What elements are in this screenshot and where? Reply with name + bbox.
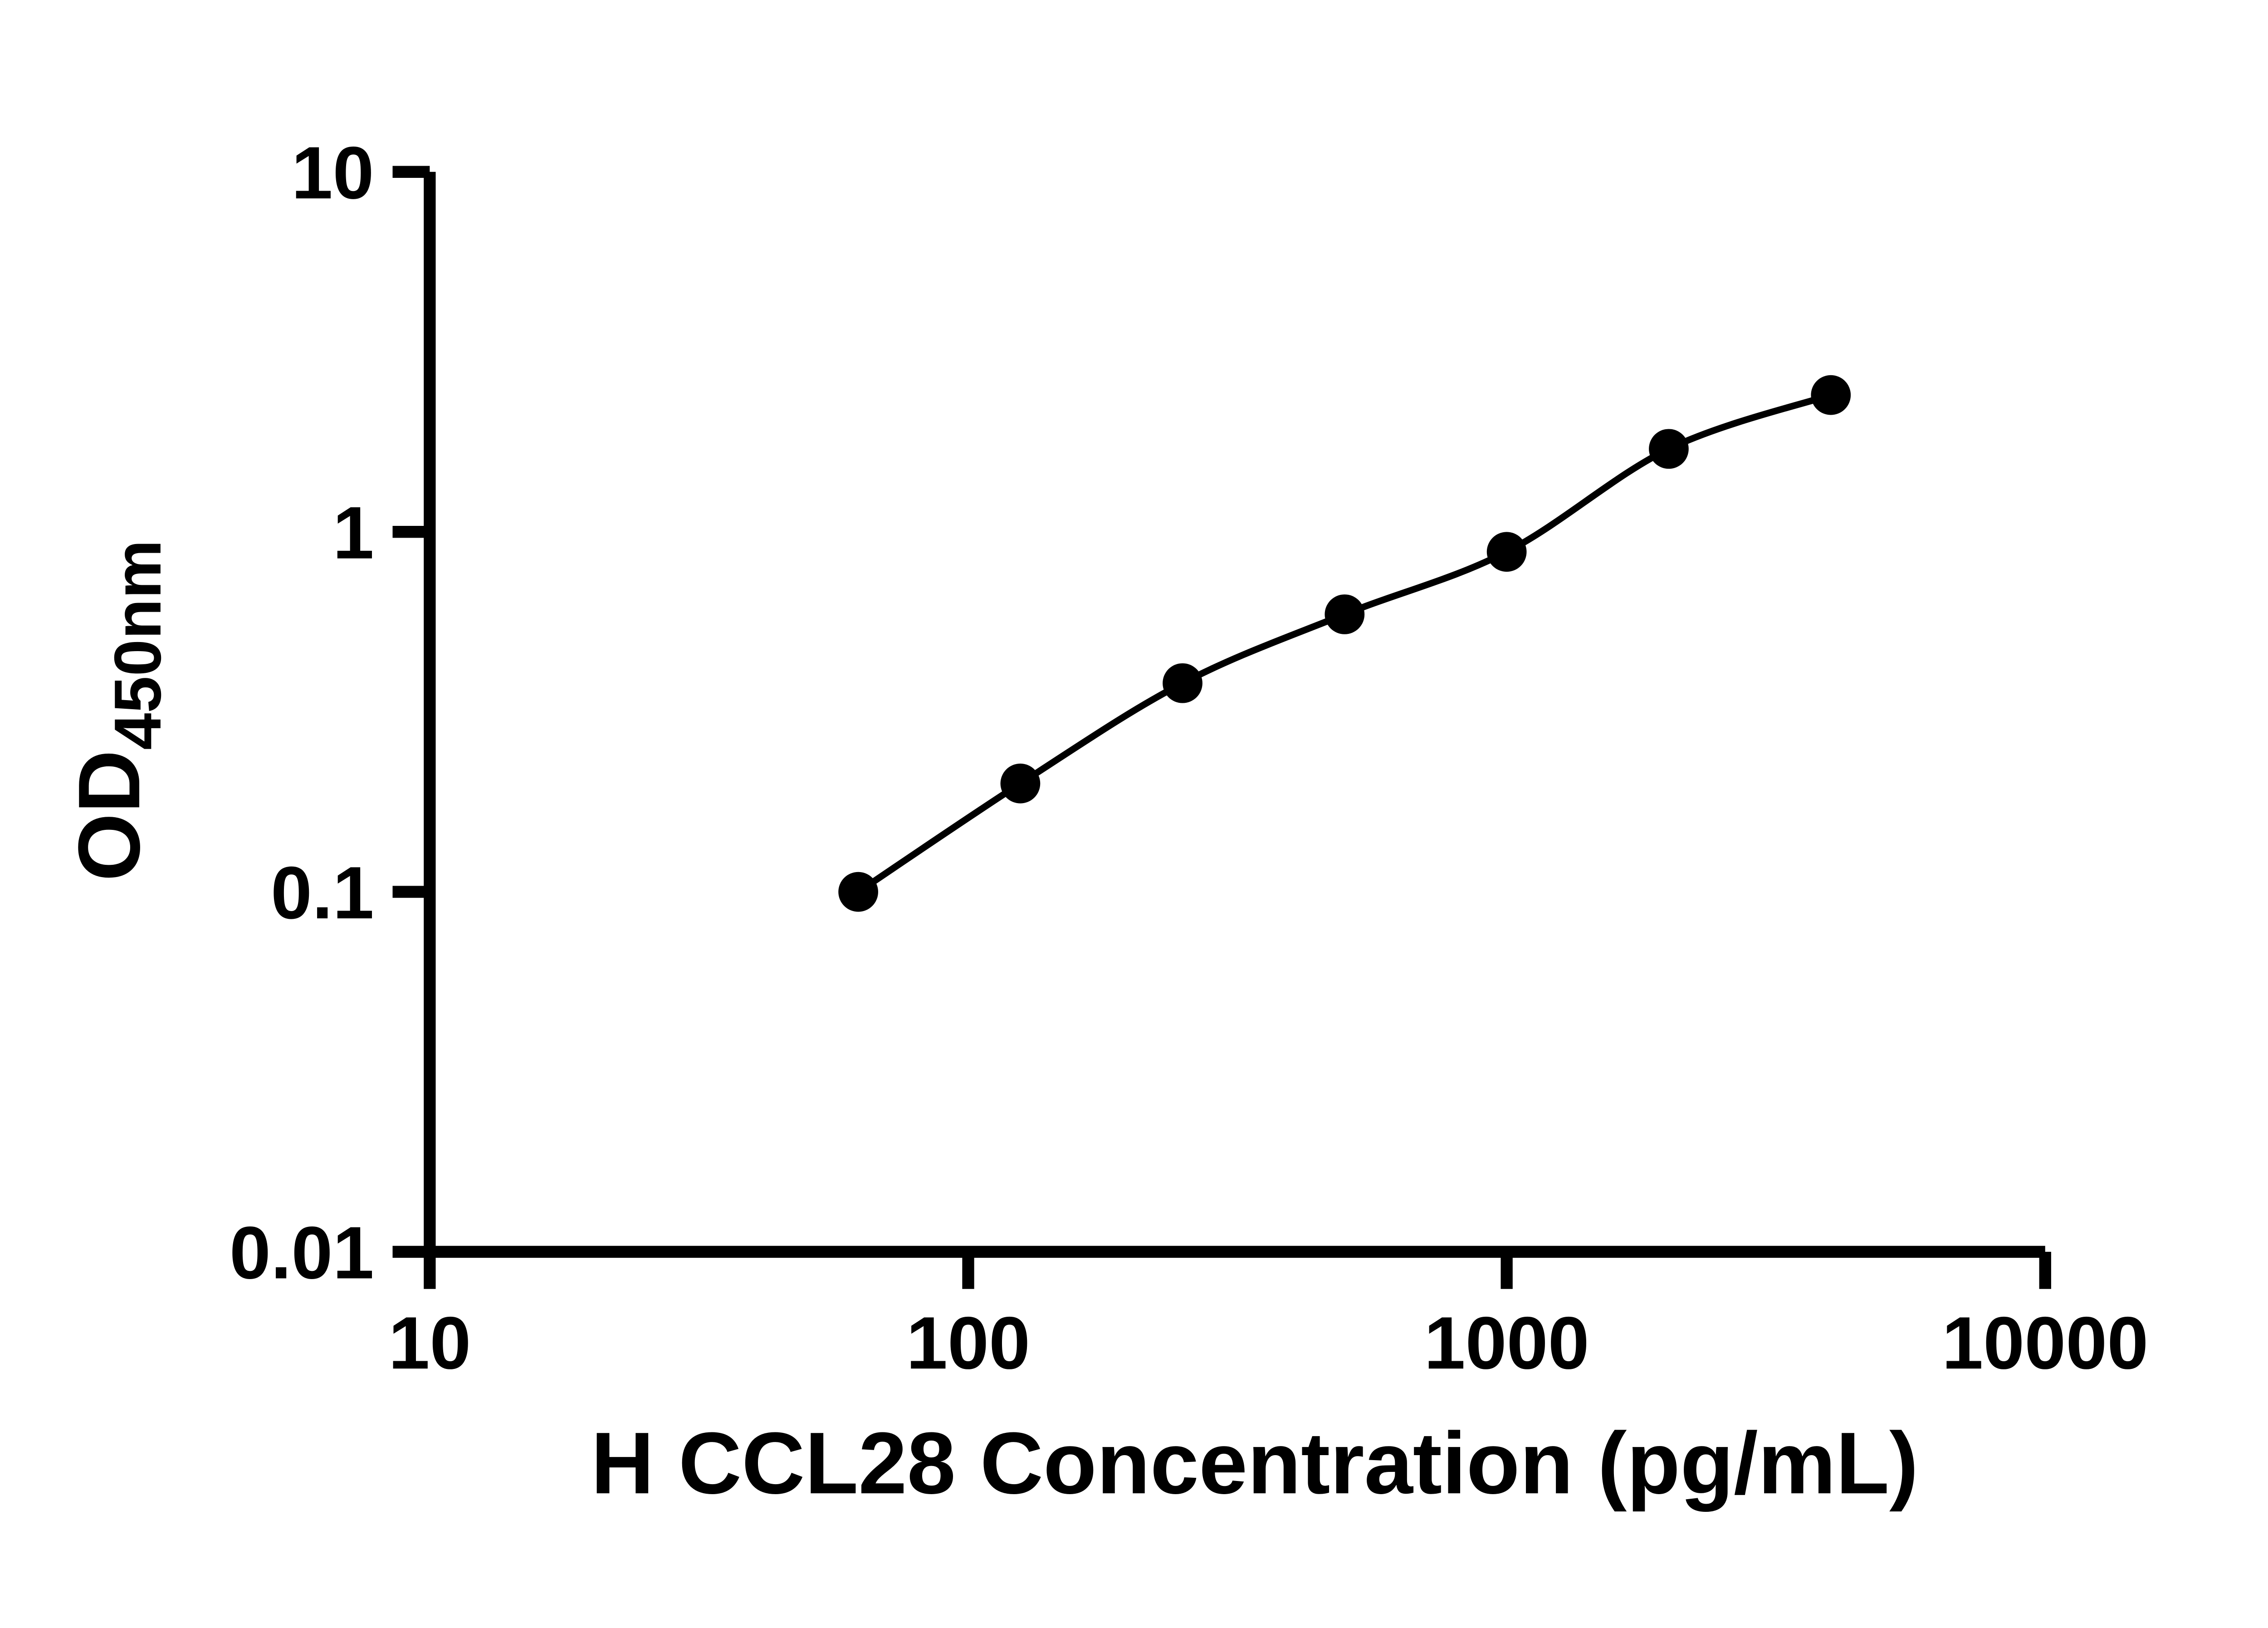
x-tick-label: 100 [906,1301,1030,1384]
y-axis-tick-labels: 10 1 0.1 0.01 [230,131,374,1294]
axes [424,172,2045,1258]
y-axis-title-main: OD [60,750,158,881]
y-axis-title-subscript: 450nm [101,540,175,750]
y-tick-label: 10 [291,131,374,214]
x-tick-label: 1000 [1424,1301,1589,1384]
data-point-marker [1486,532,1527,572]
y-tick-label: 0.1 [271,851,374,934]
fit-curve [856,392,1832,895]
x-axis-title: H CCL28 Concentration (pg/mL) [591,1414,1919,1512]
data-point-marker [838,872,878,912]
data-point-marker [1163,663,1202,703]
data-point-marker [1649,429,1689,469]
y-axis-ticks [392,166,430,1258]
y-axis-title: OD450nm [60,540,175,882]
x-axis-ticks [424,1251,2051,1289]
x-axis-tick-labels: 10 100 1000 10000 [388,1301,2148,1384]
y-tick-label: 1 [332,491,374,574]
data-points [838,375,1851,912]
data-point-marker [1000,763,1041,804]
data-point-marker [1811,375,1851,415]
x-tick-label: 10 [388,1301,471,1384]
y-tick-label: 0.01 [230,1211,374,1294]
x-tick-label: 10000 [1942,1301,2148,1384]
data-point-marker [1325,594,1365,634]
axis-spine [424,172,2045,1258]
